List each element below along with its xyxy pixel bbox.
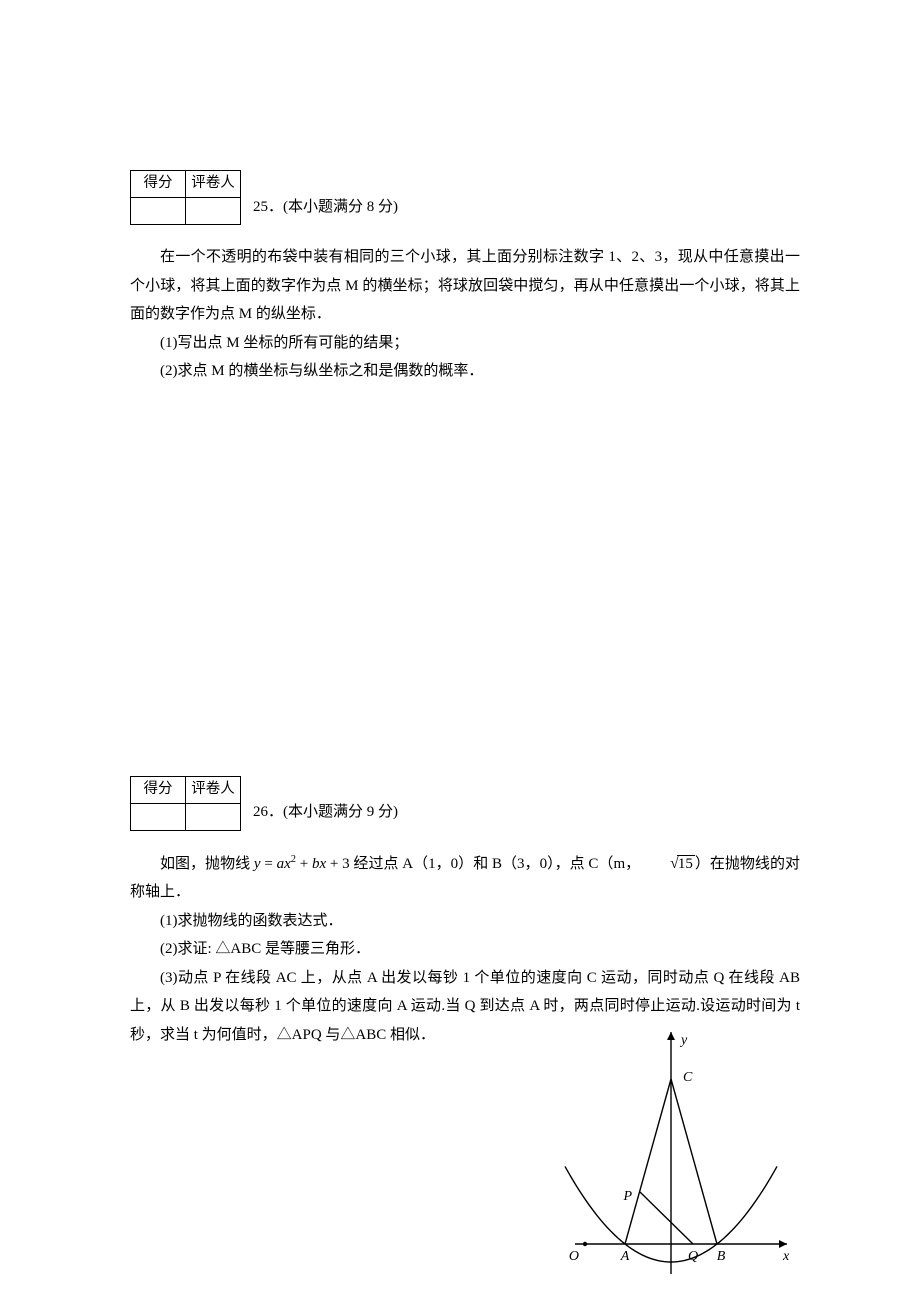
svg-text:x: x — [782, 1249, 790, 1264]
q26-intro-a: 如图，抛物线 — [160, 856, 254, 872]
q26-header: 得分 评卷人 26．(本小题满分 9 分) — [130, 776, 800, 831]
q26-number: 26． — [253, 804, 283, 820]
svg-text:O: O — [569, 1249, 579, 1264]
q25-intro: 在一个不透明的布袋中装有相同的三个小球，其上面分别标注数字 1、2、3，现从中任… — [130, 243, 800, 329]
q26-sub2: (2)求证: △ABC 是等腰三角形． — [130, 935, 800, 964]
svg-text:y: y — [679, 1033, 688, 1048]
q26-intro: 如图，抛物线 y = ax2 + bx + 3 经过点 A（1，0）和 B（3，… — [130, 849, 800, 907]
svg-text:A: A — [620, 1249, 630, 1264]
grader-label: 评卷人 — [186, 776, 241, 803]
equation: y = ax2 + bx + 3 — [254, 856, 350, 872]
q25-number-line: 25．(本小题满分 8 分) — [253, 193, 398, 226]
score-value-cell — [131, 803, 186, 830]
q26-sub1: (1)求抛物线的函数表达式． — [130, 907, 800, 936]
q25-number: 25． — [253, 199, 283, 215]
score-label: 得分 — [131, 776, 186, 803]
grader-value-cell — [186, 198, 241, 225]
score-label: 得分 — [131, 171, 186, 198]
spacer — [130, 386, 800, 776]
grader-value-cell — [186, 803, 241, 830]
q26-points: (本小题满分 9 分) — [283, 804, 398, 820]
sqrt-15: 15 — [640, 849, 695, 879]
q26-number-line: 26．(本小题满分 9 分) — [253, 798, 398, 831]
page: 得分 评卷人 25．(本小题满分 8 分) 在一个不透明的布袋中装有相同的三个小… — [0, 0, 920, 1302]
svg-text:B: B — [717, 1249, 726, 1264]
q25-sub1: (1)写出点 M 坐标的所有可能的结果； — [130, 329, 800, 358]
q26-diagram: O A Q B C Px y — [535, 1024, 795, 1295]
svg-text:Q: Q — [688, 1249, 698, 1264]
svg-text:C: C — [683, 1070, 693, 1085]
parabola-svg: O A Q B C Px y — [535, 1024, 795, 1284]
score-value-cell — [131, 198, 186, 225]
q25-header: 得分 评卷人 25．(本小题满分 8 分) — [130, 170, 800, 225]
score-box-26: 得分 评卷人 — [130, 776, 241, 831]
svg-text:P: P — [622, 1189, 632, 1204]
q26-intro-b: 经过点 A（1，0）和 B（3，0），点 C（m， — [350, 856, 641, 872]
grader-label: 评卷人 — [186, 171, 241, 198]
q25-points: (本小题满分 8 分) — [283, 199, 398, 215]
score-box-25: 得分 评卷人 — [130, 170, 241, 225]
q25-sub2: (2)求点 M 的横坐标与纵坐标之和是偶数的概率． — [130, 357, 800, 386]
